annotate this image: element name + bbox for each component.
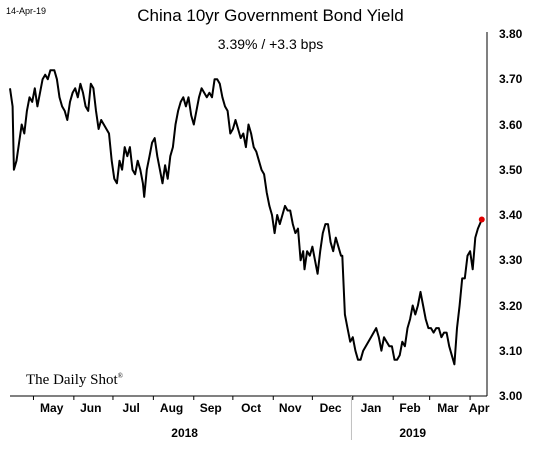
y-tick-label: 3.50 bbox=[499, 162, 523, 177]
y-tick-label: 3.00 bbox=[499, 389, 523, 403]
daily-shot-logo: The Daily Shot® bbox=[26, 372, 123, 389]
year-label: 2019 bbox=[399, 426, 427, 440]
x-tick-label: Jan bbox=[360, 401, 382, 415]
logo-text: The Daily Shot bbox=[26, 372, 118, 388]
series-line bbox=[9, 69, 483, 366]
chart-title: China 10yr Government Bond Yield bbox=[137, 6, 404, 25]
x-tick-label: Jul bbox=[122, 401, 140, 415]
y-tick-label: 3.80 bbox=[499, 27, 523, 41]
last-point-marker bbox=[478, 216, 485, 223]
y-tick-label: 3.10 bbox=[499, 343, 523, 358]
y-tick-label: 3.30 bbox=[499, 253, 523, 268]
x-tick-marks bbox=[32, 396, 471, 400]
logo-mark: ® bbox=[117, 372, 123, 380]
y-tick-label: 3.70 bbox=[499, 72, 523, 87]
x-tick-label: May bbox=[40, 401, 64, 415]
x-tick-label: Jun bbox=[80, 401, 102, 415]
chart-subtitle: 3.39% / +3.3 bps bbox=[217, 36, 324, 52]
x-tick-label: Dec bbox=[319, 401, 342, 415]
x-tick-label: Mar bbox=[437, 401, 459, 415]
y-tick-label: 3.20 bbox=[499, 298, 523, 313]
year-label: 2018 bbox=[171, 426, 198, 440]
y-tick-label: 3.60 bbox=[499, 117, 523, 132]
x-tick-label: Oct bbox=[241, 401, 262, 415]
date-stamp: 14-Apr-19 bbox=[6, 6, 47, 16]
x-tick-label: Feb bbox=[399, 401, 421, 415]
x-tick-label: Nov bbox=[278, 401, 302, 415]
x-tick-label: Aug bbox=[159, 401, 184, 415]
y-tick-label: 3.40 bbox=[499, 208, 523, 222]
x-tick-label: Sep bbox=[199, 401, 222, 415]
x-tick-label: Apr bbox=[468, 401, 490, 415]
